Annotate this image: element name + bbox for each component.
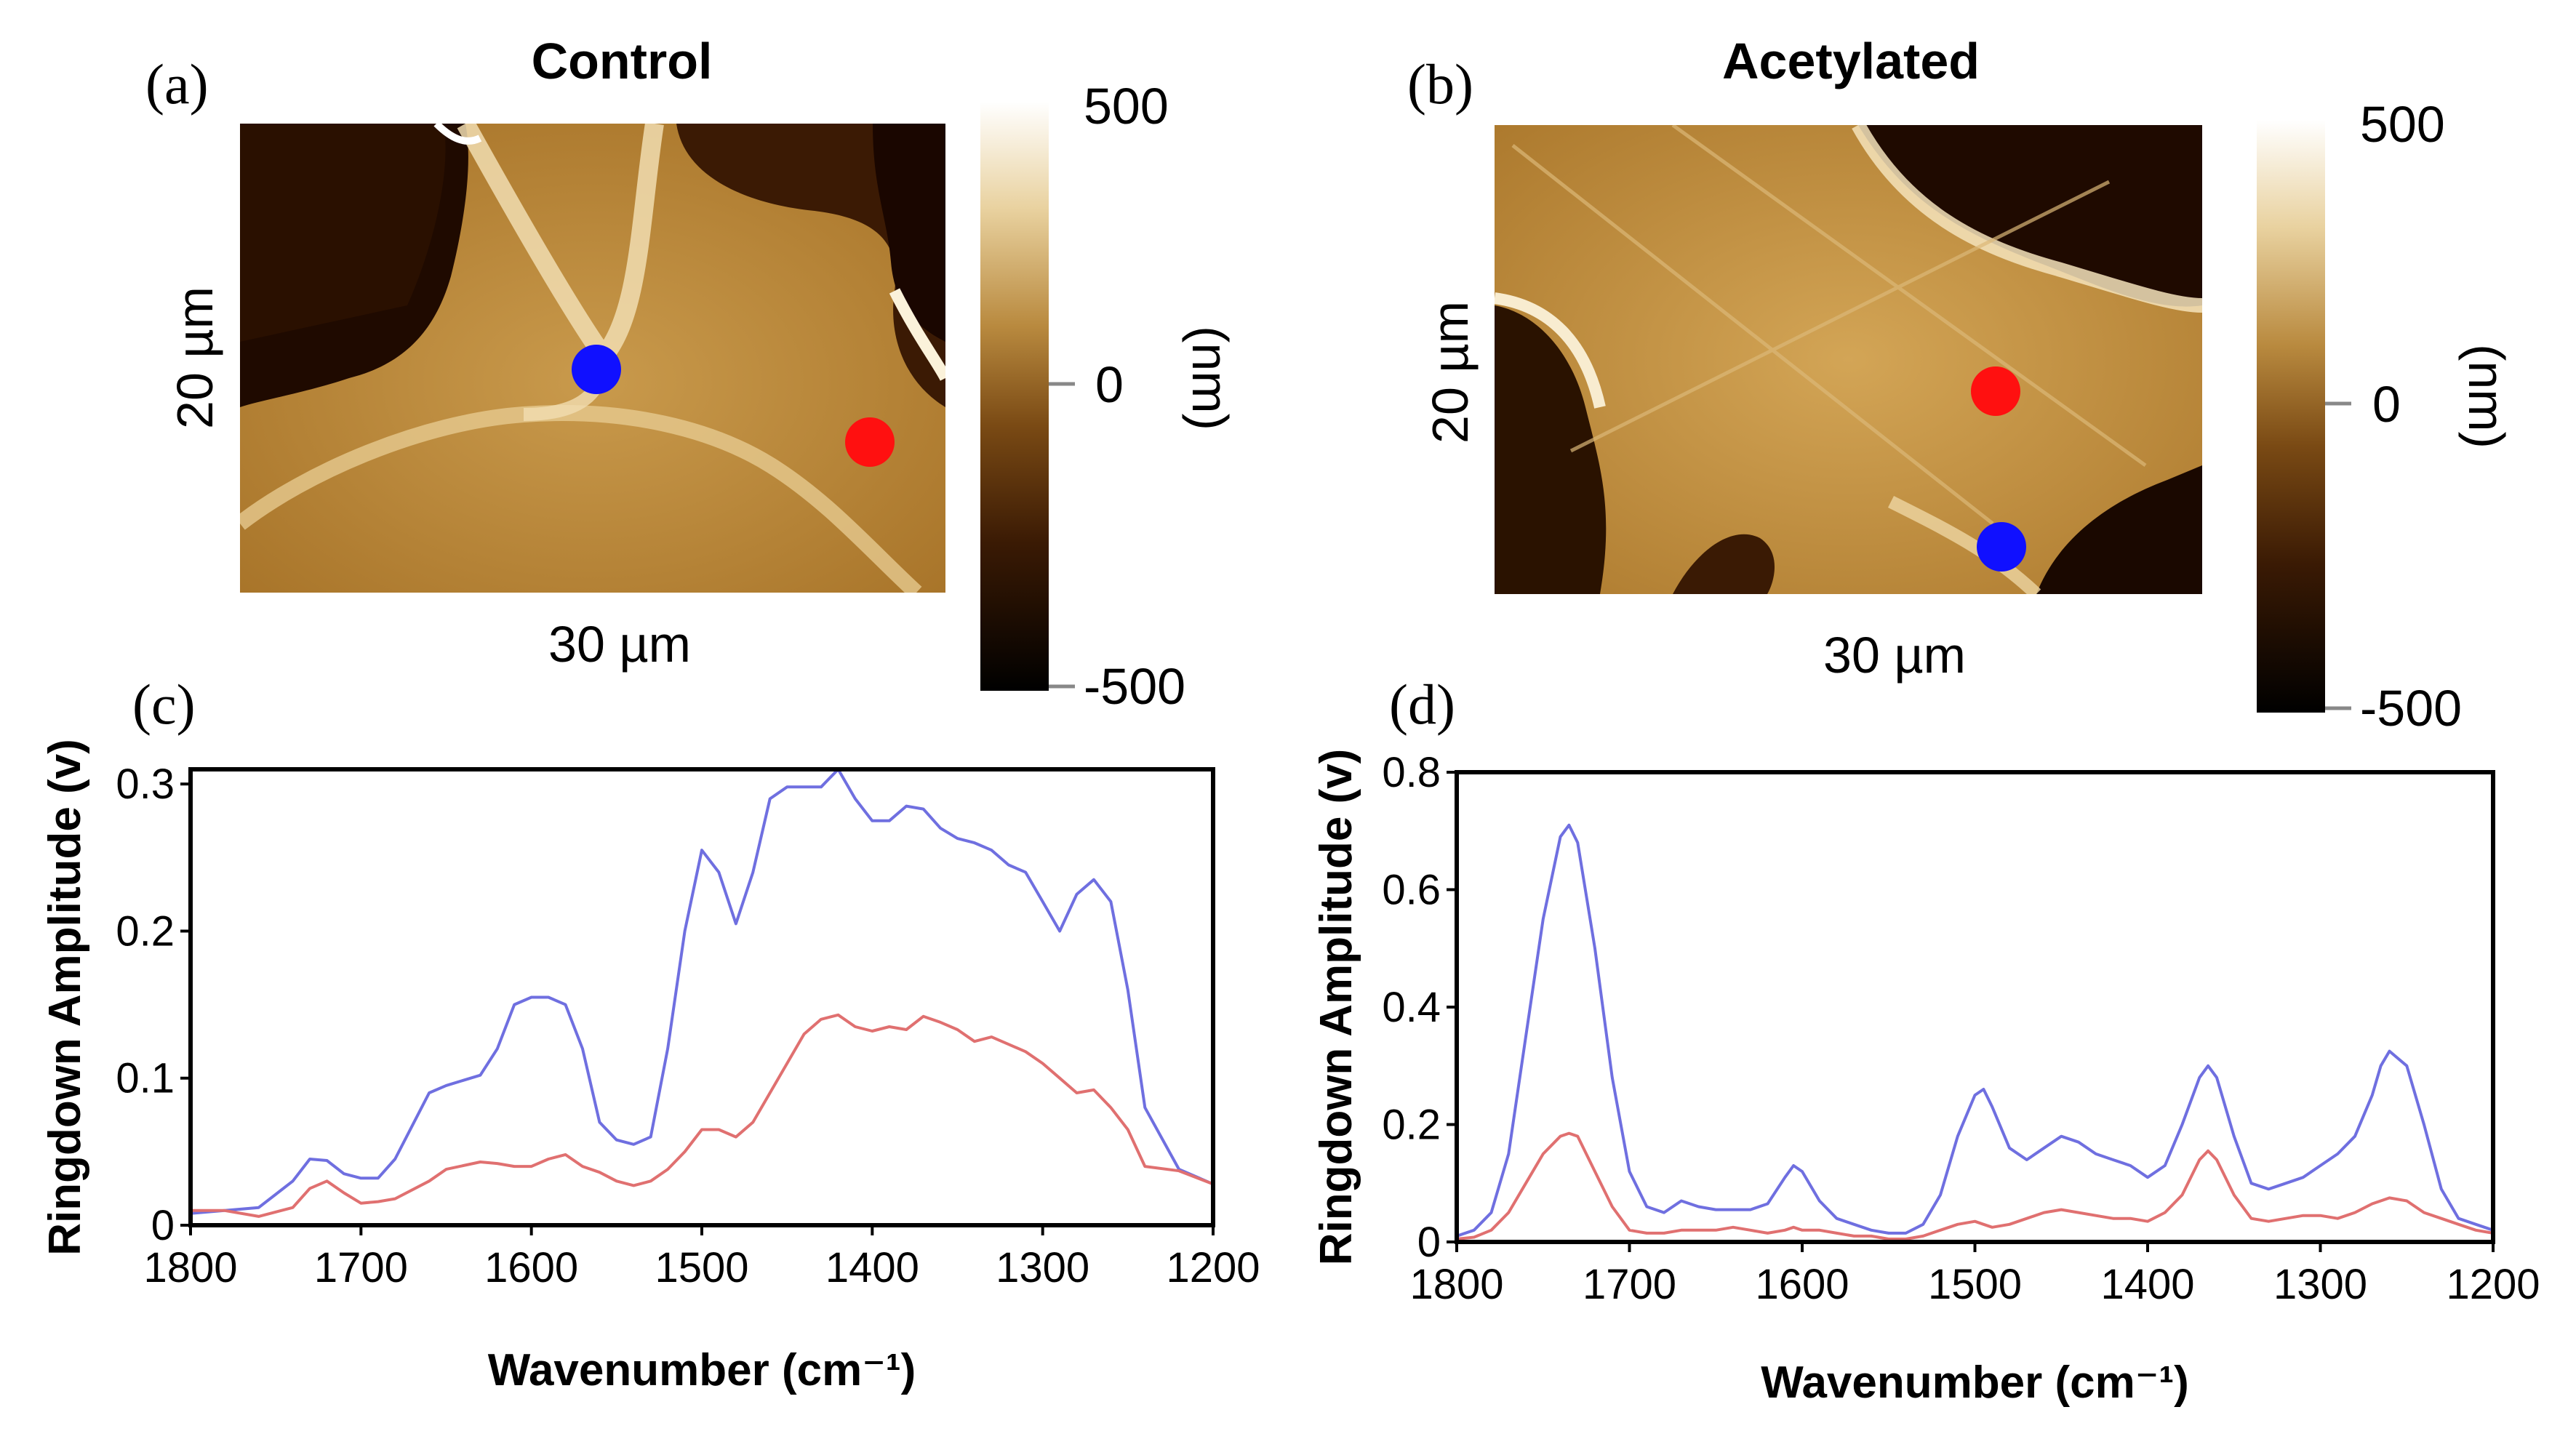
afm-map-acetylated [1495,125,2202,594]
series-line-blue [1456,823,2494,1238]
red-marker [1971,366,2020,416]
x-axis-label: Wavenumber (cm⁻¹) [1761,1358,2189,1408]
y-tick-label: 0.2 [1382,1102,1441,1149]
scale-y-label: 20 µm [1422,301,1479,444]
y-axis-label: Ringdown Amplitude (v) [40,739,90,1256]
y-tick-label: 0.3 [116,761,175,808]
y-tick-label: 0.6 [1382,867,1441,914]
y-tick-label: 0 [151,1202,175,1249]
panel-letter-a: (a) [145,52,209,116]
y-tick-label: 0.4 [1382,984,1441,1031]
series-line-red [1456,1131,2494,1240]
x-axis-label: Wavenumber (cm⁻¹) [488,1345,916,1395]
y-axis-label: Ringdown Amplitude (v) [1311,749,1361,1266]
x-tick-label: 1700 [314,1244,408,1291]
x-tick-label: 1800 [143,1244,237,1291]
x-tick-label: 1400 [2100,1261,2194,1308]
map-title-control: Control [532,33,713,89]
x-tick-label: 1200 [1166,1244,1260,1291]
panel-a: (a) Control 20 µm 30 µm 500 0 -500 (nm) [145,33,1239,715]
x-tick-label: 1300 [2273,1261,2367,1308]
colorbar-max: 500 [1084,78,1169,135]
colorbar-min: -500 [2360,680,2462,737]
colorbar-unit: (nm) [1182,326,1239,430]
series-line-red [191,1013,1214,1218]
colorbar-a: 500 0 -500 (nm) [980,78,1239,715]
blue-marker [1977,522,2026,572]
x-tick-label: 1300 [996,1244,1089,1291]
colorbar-min: -500 [1084,658,1185,715]
x-tick-label: 1200 [2446,1261,2540,1308]
chart-d: 0 0.2 0.4 0.6 0.8 1800 1700 1600 1500 1400 1300 120… [1311,749,2540,1408]
x-tick-label: 1600 [484,1244,578,1291]
x-tick-label: 1800 [1409,1261,1503,1308]
series-line-blue [190,768,1214,1215]
panel-letter-b: (b) [1407,52,1473,116]
afm-map-control [240,124,945,593]
x-tick-label: 1500 [655,1244,748,1291]
red-marker [845,417,895,467]
colorbar-max: 500 [2360,96,2445,153]
x-tick-label: 1400 [825,1244,919,1291]
colorbar-mid: 0 [1095,356,1124,413]
y-tick-label: 0.2 [116,907,175,955]
scale-x-label: 30 µm [548,616,691,673]
panel-letter-c: (c) [132,673,196,736]
colorbar-mid: 0 [2372,376,2401,433]
scale-y-label: 20 µm [167,286,223,429]
blue-marker [572,345,621,394]
y-tick-label: 0.1 [116,1055,175,1102]
y-tick-label: 0.8 [1382,749,1441,796]
y-tick-label: 0 [1417,1219,1441,1266]
x-tick-label: 1700 [1583,1261,1676,1308]
colorbar-unit: (nm) [2458,344,2515,449]
chart-c: 0 0.1 0.2 0.3 1800 1700 1600 1500 1400 1300 1200 Wa… [40,739,1260,1395]
x-tick-label: 1600 [1755,1261,1849,1308]
plot-frame [188,767,1215,1227]
map-title-acetylated: Acetylated [1722,33,1980,89]
colorbar-b: 500 0 -500 (nm) [2257,96,2515,737]
x-tick-label: 1500 [1928,1261,2022,1308]
panel-b: (b) Acetylated 20 µm 30 µm 500 0 -500 (n… [1407,33,2515,737]
panel-letter-d: (d) [1389,673,1455,736]
scale-x-label: 30 µm [1823,627,1966,684]
plot-frame [1455,770,2495,1244]
